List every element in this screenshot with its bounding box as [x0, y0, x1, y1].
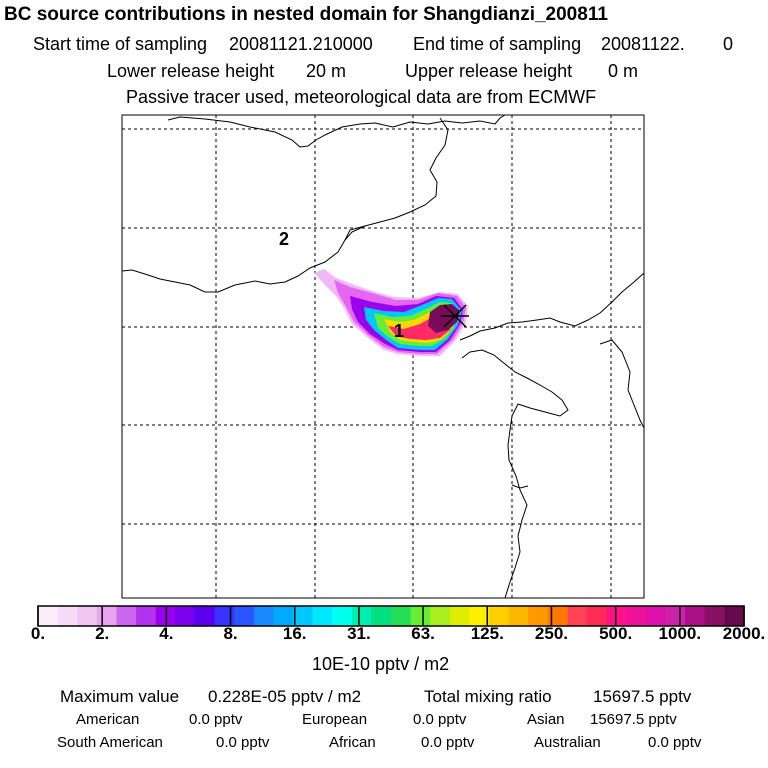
- colorbar-unit: 10E-10 pptv / m2: [312, 654, 450, 674]
- colorbar-swatch: [430, 606, 451, 626]
- colorbar-swatch: [508, 606, 529, 626]
- colorbar-swatch: [116, 606, 137, 626]
- start-time-value: 20081121.210000: [229, 34, 373, 54]
- border-inner: [121, 117, 449, 293]
- source-value: 0.0 pptv: [648, 734, 702, 751]
- source-value: 15697.5 pptv: [590, 711, 677, 728]
- colorbar-swatch: [273, 606, 294, 626]
- colorbar-swatch: [38, 606, 59, 626]
- coast-bohai: [459, 272, 645, 341]
- colorbar-tick-label: 500.: [599, 624, 633, 643]
- colorbar-swatch: [489, 606, 510, 626]
- end-time-value: 20081122.: [601, 34, 685, 54]
- lower-height-value: 20 m: [306, 61, 347, 81]
- source-value: 0.0 pptv: [413, 711, 467, 728]
- source-name: American: [76, 711, 140, 728]
- colorbar-tick-label: 2000.: [722, 624, 766, 643]
- colorbar-tick-label: 63.: [411, 624, 435, 643]
- total-mixing-label: Total mixing ratio: [424, 687, 552, 706]
- coast-bay: [511, 484, 529, 489]
- border-north: [167, 114, 506, 148]
- coast-korea: [599, 339, 645, 429]
- colorbar-tick-label: 8.: [223, 624, 238, 643]
- max-value: 0.228E-05 pptv / m2: [208, 687, 362, 706]
- colorbar-swatch: [57, 606, 78, 626]
- colorbar-swatch: [194, 606, 216, 626]
- colorbar-swatch: [214, 606, 235, 626]
- colorbar-swatch: [292, 606, 314, 626]
- start-time-label: Start time of sampling: [33, 34, 208, 54]
- colorbar-swatch: [685, 606, 706, 626]
- colorbar-swatch: [234, 606, 255, 626]
- colorbar-tick-label: 1000.: [658, 624, 702, 643]
- end-time-label: End time of sampling: [413, 34, 582, 54]
- colorbar-tick-label: 2.: [95, 624, 110, 643]
- plume: [314, 269, 468, 356]
- coast-shandong: [461, 349, 569, 599]
- upper-height-value: 0 m: [608, 61, 639, 81]
- colorbar-swatch: [332, 606, 353, 626]
- colorbar-tick-label: 16.: [282, 624, 307, 643]
- station-marker: [441, 304, 469, 328]
- colorbar-swatch: [626, 606, 647, 626]
- colorbar-swatch: [410, 606, 431, 626]
- colorbar-tick-label: 4.: [159, 624, 174, 643]
- colorbar-swatch: [449, 606, 471, 626]
- plot-title: BC source contributions in nested domain…: [4, 4, 608, 25]
- source-marker-2: 2: [279, 229, 290, 249]
- total-mixing-value: 15697.5 pptv: [593, 687, 692, 706]
- map-frame: [121, 114, 645, 599]
- tracer-note: Passive tracer used, meteorological data…: [126, 87, 597, 107]
- colorbar-swatch: [645, 606, 667, 626]
- colorbar-swatch: [391, 606, 412, 626]
- colorbar-swatch: [724, 606, 745, 626]
- colorbar-swatch: [253, 606, 274, 626]
- colorbar-swatch: [312, 606, 333, 626]
- colorbar-swatch: [351, 606, 372, 626]
- source-value: 0.0 pptv: [189, 711, 243, 728]
- source-marker-1: 1: [394, 321, 405, 341]
- colorbar-swatch: [704, 606, 725, 626]
- coastlines-borders: [121, 114, 645, 599]
- source-name: African: [329, 734, 376, 751]
- colorbar-swatch: [469, 606, 490, 626]
- colorbar-frame: [37, 605, 745, 627]
- colorbar-tick-label: 31.: [347, 624, 371, 643]
- colorbar-swatch: [587, 606, 608, 626]
- plume-core: [428, 304, 460, 333]
- colorbar-swatch: [606, 606, 627, 626]
- colorbar-swatch: [136, 606, 157, 626]
- upper-height-label: Upper release height: [405, 61, 573, 81]
- source-name: Australian: [534, 734, 601, 751]
- source-name: European: [302, 711, 368, 728]
- colorbar-swatch: [77, 606, 98, 626]
- colorbar-swatch: [175, 606, 196, 626]
- border-mongolia: [344, 225, 366, 241]
- colorbar-tick-label: 0.: [30, 624, 46, 643]
- colorbar-swatch: [665, 606, 686, 626]
- colorbar-swatch: [528, 606, 549, 626]
- max-value-label: Maximum value: [60, 687, 180, 706]
- colorbar-tick-label: 250.: [534, 624, 568, 643]
- source-name: Asian: [527, 711, 565, 728]
- lower-height-label: Lower release height: [107, 61, 275, 81]
- source-name: South American: [57, 734, 163, 751]
- colorbar-swatch: [96, 606, 118, 626]
- end-time-value-2: 0: [723, 34, 734, 54]
- colorbar-swatch: [567, 606, 588, 626]
- colorbar-swatch: [371, 606, 392, 626]
- colorbar-swatch: [547, 606, 569, 626]
- source-value: 0.0 pptv: [216, 734, 270, 751]
- colorbar-tick-label: 125.: [470, 624, 504, 643]
- source-value: 0.0 pptv: [421, 734, 475, 751]
